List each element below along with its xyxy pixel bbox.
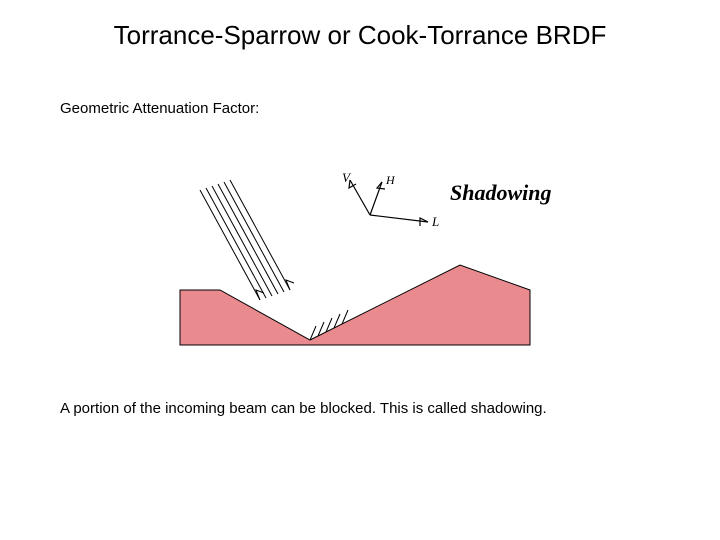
diagram-label: Shadowing bbox=[450, 180, 552, 205]
vector-l-label: L bbox=[431, 214, 439, 229]
shadowing-diagram: V H L Shadowing bbox=[160, 170, 560, 350]
vector-h-label: H bbox=[385, 173, 396, 187]
slide-title: Torrance-Sparrow or Cook-Torrance BRDF bbox=[0, 20, 720, 51]
slide: Torrance-Sparrow or Cook-Torrance BRDF G… bbox=[0, 0, 720, 540]
incoming-rays bbox=[200, 180, 294, 300]
vector-v-label: V bbox=[342, 170, 352, 185]
caption: A portion of the incoming beam can be bl… bbox=[60, 400, 547, 417]
subheading: Geometric Attenuation Factor: bbox=[60, 100, 259, 117]
diagram-svg: V H L Shadowing bbox=[160, 170, 560, 350]
surface-shape bbox=[180, 265, 530, 345]
